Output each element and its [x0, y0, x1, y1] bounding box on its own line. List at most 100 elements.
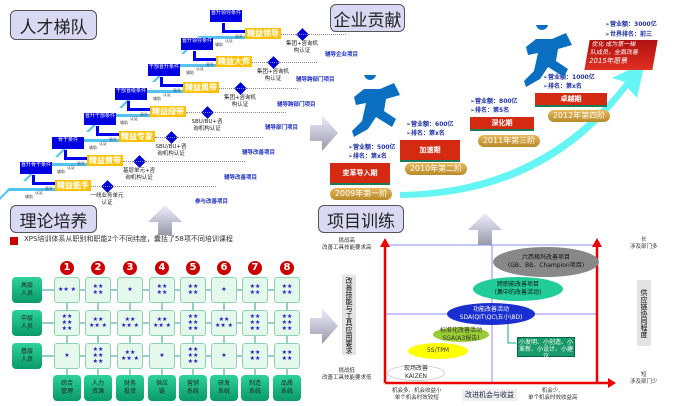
runner-icon [352, 75, 400, 137]
stair-label: 晋升 [45, 186, 53, 191]
arrow-up-icon [127, 101, 150, 111]
star-cell: ★★ ★★ ★ [211, 310, 237, 336]
stair-label: 辅助 [153, 96, 161, 101]
function-label: 营销系统 [179, 375, 207, 401]
stair-label: 认证 [163, 92, 171, 97]
stair-label: 晋升 [206, 62, 214, 67]
star-cell: ★★ ★★ [242, 343, 268, 369]
cert-label: 一线业务单元认证 [90, 193, 124, 206]
x-left-label: 机会多、机会收益小 单个机会时效较短 [392, 388, 442, 401]
stage-year: 2009年第一阶 [330, 188, 392, 200]
arrow-up-icon [160, 77, 183, 87]
arrow-up-icon [64, 150, 87, 160]
star-cell: ★★ ★★ ★★ [180, 343, 206, 369]
project-label: 辅导跨部门项目 [277, 102, 316, 108]
y-top-label: 挑战高 改善工具技能要求高 [322, 238, 372, 251]
stair-label: 辅助 [215, 42, 223, 47]
function-label: 品质系统 [273, 375, 301, 401]
star-cell: ★★ ★★ ★ [117, 343, 143, 369]
stage-revenue: ➢营业额：600亿 [406, 121, 454, 128]
star-cell: ★ [211, 343, 237, 369]
promotion-box: 晋升领导条件 [210, 10, 242, 22]
stair-label: 认证 [67, 165, 75, 170]
stage-step: 加速期 [400, 140, 460, 162]
connector-line [123, 161, 245, 162]
stage-rank: ➢排名：第x名 [348, 153, 387, 160]
column-number: 6 [217, 261, 231, 275]
x-axis-label: 改进机会与收益 [462, 389, 517, 401]
star-cell: ★★ ★★ [149, 277, 175, 303]
arrow-up-icon [148, 205, 182, 235]
stage-year: 2010年第二阶 [405, 163, 467, 175]
cert-label: 集团+咨询机构认证 [285, 41, 319, 54]
promotion-box: 晋升干部条件 [84, 113, 116, 125]
connector-line [219, 88, 298, 89]
stair-label: 辅助 [120, 120, 128, 125]
arrow-up-icon [193, 51, 216, 61]
promotion-box: 干部晋级条件 [115, 88, 147, 100]
right-bottom-label: 短 涉及部门少 [630, 372, 658, 385]
stair-label: 辅助 [57, 169, 65, 174]
arrow-right-icon [310, 308, 338, 344]
stage-step: 变革导入期 [330, 163, 390, 185]
stage-year: 2011年第三阶 [478, 135, 540, 147]
improvement-item: 功能改善活动 SDA(QIT\QC\五小\8D) [447, 303, 535, 325]
level-box: 精益专家 [119, 131, 155, 142]
improvement-item: 现场改善 KAIZEN [387, 365, 445, 381]
function-label: 研发系统 [210, 375, 238, 401]
promotion-box: 骨干条件 [52, 137, 84, 149]
level-box: 精益黑带 [183, 82, 219, 93]
star-cell: ★★ ★★ [274, 277, 300, 303]
stair-label: 认证 [99, 141, 107, 146]
level-box: 精益大师 [216, 56, 252, 67]
arrow-up-icon [222, 23, 245, 33]
star-cell: ★★ ★★ ★ [149, 310, 175, 336]
arrow-up-icon [32, 175, 55, 185]
function-label: 财务投资 [116, 375, 144, 401]
star-cell: ★★ ★★ ★★ [85, 343, 111, 369]
arrow-up-icon [468, 213, 502, 245]
star-cell: ★ [117, 277, 143, 303]
stage-revenue: ➢营业额：500亿 [348, 144, 396, 151]
star-cell: ★★ ★★ [274, 343, 300, 369]
level-box: 精益领导 [245, 28, 281, 39]
star-cell: ★★ ★★ ★★ [54, 310, 80, 336]
stair-label: 认证 [35, 190, 43, 195]
star-cell: ★★ ★★ ★ [85, 310, 111, 336]
bullet-icon [10, 237, 18, 245]
cert-label: SBU/BU+咨询机构认证 [155, 144, 187, 157]
stage-year: 2012年第四阶 [548, 110, 610, 122]
connector-line [281, 34, 346, 35]
right-axis-label: 供应链协同程度 [637, 280, 651, 346]
stair-label: 晋升 [77, 161, 85, 166]
row-label: 基层人员 [12, 343, 42, 369]
promotion-box: 晋升领导条件 [181, 38, 213, 50]
y-bottom-label: 挑战低 改善工具技能要求低 [322, 368, 372, 381]
stair-label: 认证 [196, 66, 204, 71]
star-cell: ★★ ★★ [85, 277, 111, 303]
arrow-up-icon [96, 126, 119, 136]
arrow-right-icon [310, 115, 338, 151]
star-cell: ★ [211, 277, 237, 303]
stage-revenue: ➢营业额：1000亿 [543, 74, 595, 81]
star-cell: ★★ ★★ ★★ [180, 310, 206, 336]
function-label: 制造系统 [241, 375, 269, 401]
stair-label: 晋升 [173, 88, 181, 93]
stair-label: 辅助 [89, 145, 97, 150]
star-cell: ★★ ★ [54, 277, 80, 303]
row-label: 高层人员 [12, 277, 42, 303]
connector-line [155, 137, 263, 138]
talent-title: 人才梯队 [10, 10, 97, 40]
cert-label: SBU/BU+咨询机构认证 [191, 119, 223, 132]
star-cell: ★★ ★★ ★★ [274, 310, 300, 336]
column-number: 5 [186, 261, 200, 275]
level-box: 精益绿带 [150, 106, 186, 117]
column-number: 3 [123, 261, 137, 275]
project-label: 辅导跨部门项目 [296, 77, 335, 83]
stair-label: 晋升 [235, 34, 243, 39]
stage-rank: ➢排名：第x名 [406, 130, 445, 137]
improvement-item: 5S/TPM [408, 343, 468, 359]
cert-label: 集团+咨询机构认证 [256, 69, 290, 82]
